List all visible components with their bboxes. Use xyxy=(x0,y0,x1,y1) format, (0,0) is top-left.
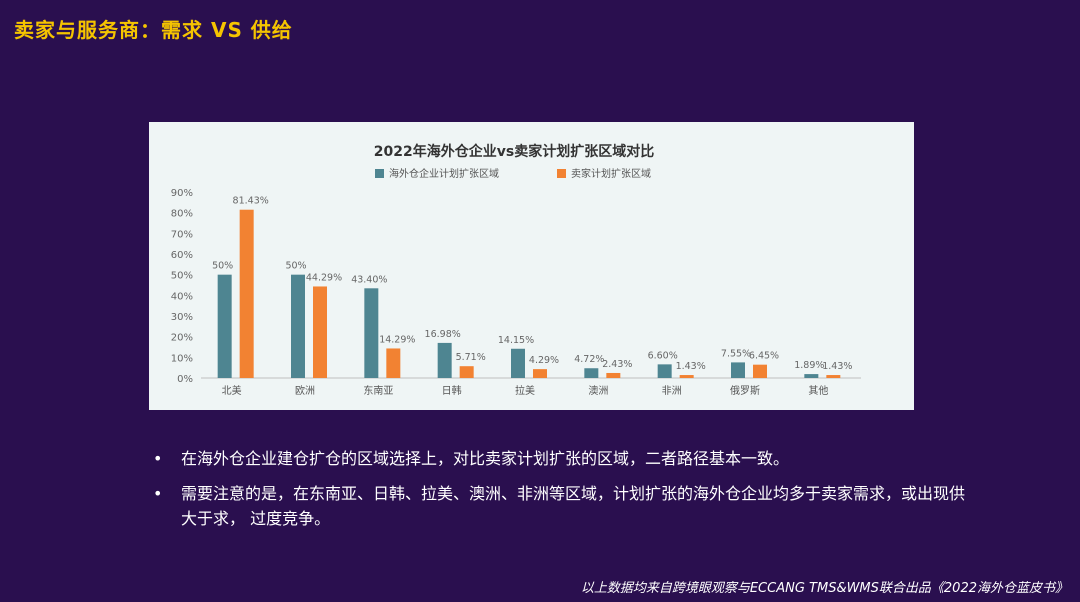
y-tick-label: 70% xyxy=(171,229,193,240)
legend-label: 卖家计划扩张区域 xyxy=(571,167,651,180)
data-label: 14.29% xyxy=(379,334,415,345)
data-label: 2.43% xyxy=(602,359,632,370)
y-tick-label: 60% xyxy=(171,250,193,261)
bar xyxy=(313,286,327,378)
legend-swatch xyxy=(375,169,384,178)
bar-chart: 2022年海外仓企业vs卖家计划扩张区域对比 海外仓企业计划扩张区域 卖家计划扩张… xyxy=(171,143,861,397)
chart-legend: 海外仓企业计划扩张区域 卖家计划扩张区域 xyxy=(375,167,651,180)
data-label: 14.15% xyxy=(498,335,534,346)
chart-title: 2022年海外仓企业vs卖家计划扩张区域对比 xyxy=(374,143,654,160)
legend-label: 海外仓企业计划扩张区域 xyxy=(389,167,499,180)
bar xyxy=(731,362,745,378)
y-tick-label: 50% xyxy=(171,271,193,282)
x-tick-label: 北美 xyxy=(222,384,242,397)
y-tick-label: 90% xyxy=(171,188,193,199)
data-label: 6.45% xyxy=(749,351,779,362)
bar xyxy=(511,348,525,378)
x-axis: 北美 欧洲 东南亚 日韩 拉美 澳洲 非洲 俄罗斯 其他 xyxy=(222,384,829,397)
bar xyxy=(584,368,599,378)
x-tick-label: 拉美 xyxy=(515,384,535,397)
bar xyxy=(239,209,254,378)
bar xyxy=(753,364,767,378)
data-label: 1.43% xyxy=(676,361,706,372)
data-label: 50% xyxy=(212,261,233,272)
bar xyxy=(291,274,305,378)
y-tick-label: 0% xyxy=(177,374,193,385)
bullet-item: • 需要注意的是，在东南亚、日韩、拉美、澳洲、非洲等区域，计划扩张的海外仓企业均… xyxy=(153,481,973,531)
x-tick-label: 其他 xyxy=(808,384,828,397)
data-label: 4.72% xyxy=(574,354,604,365)
y-tick-label: 40% xyxy=(171,291,193,302)
bar xyxy=(386,348,401,378)
bullet-marker: • xyxy=(153,449,163,468)
data-label: 44.29% xyxy=(306,272,342,283)
bar xyxy=(437,342,452,378)
bar xyxy=(364,288,379,378)
x-tick-label: 日韩 xyxy=(442,384,462,397)
chart-panel: 2022年海外仓企业vs卖家计划扩张区域对比 海外仓企业计划扩张区域 卖家计划扩张… xyxy=(149,122,914,410)
x-tick-label: 非洲 xyxy=(662,385,682,397)
slide-title: 卖家与服务商：需求 VS 供给 xyxy=(14,18,293,42)
bars: 50%81.43%50%44.29% 43.40%14.29%16.98%5.71… xyxy=(212,196,852,378)
y-tick-label: 10% xyxy=(171,353,193,364)
data-label: 50% xyxy=(285,261,306,272)
y-tick-label: 30% xyxy=(171,312,193,323)
data-label: 16.98% xyxy=(425,329,461,340)
bullet-item: • 在海外仓企业建仓扩仓的区域选择上，对比卖家计划扩张的区域，二者路径基本一致。 xyxy=(153,446,973,471)
x-tick-label: 东南亚 xyxy=(363,384,393,397)
bullet-list: • 在海外仓企业建仓扩仓的区域选择上，对比卖家计划扩张的区域，二者路径基本一致。… xyxy=(153,446,973,541)
bar xyxy=(459,366,474,378)
data-label: 43.40% xyxy=(351,274,387,285)
x-tick-label: 俄罗斯 xyxy=(730,384,760,397)
data-label: 4.29% xyxy=(529,355,559,366)
x-tick-label: 澳洲 xyxy=(588,384,608,397)
y-tick-label: 20% xyxy=(171,333,193,344)
bullet-marker: • xyxy=(153,484,163,503)
data-label: 7.55% xyxy=(721,348,751,359)
bar xyxy=(606,372,621,378)
data-label: 6.60% xyxy=(648,350,678,361)
source-footnote: 以上数据均来自跨境眼观察与ECCANG TMS&WMS联合出品《2022海外仓蓝… xyxy=(580,581,1068,596)
bar xyxy=(217,274,232,378)
data-label: 5.71% xyxy=(456,352,486,363)
data-label: 81.43% xyxy=(233,196,269,207)
data-label: 1.89% xyxy=(794,360,824,371)
legend-swatch xyxy=(557,169,566,178)
bar xyxy=(804,374,819,378)
bar xyxy=(533,369,547,378)
x-tick-label: 欧洲 xyxy=(295,385,315,397)
bar xyxy=(657,364,672,378)
data-label: 1.43% xyxy=(822,361,852,372)
y-axis: 0% 10% 20% 30% 40% 50% 60% 70% 80% 90% xyxy=(171,188,193,385)
bar xyxy=(679,375,694,378)
y-tick-label: 80% xyxy=(171,209,193,220)
bullet-text: 需要注意的是，在东南亚、日韩、拉美、澳洲、非洲等区域，计划扩张的海外仓企业均多于… xyxy=(181,484,966,528)
bullet-text: 在海外仓企业建仓扩仓的区域选择上，对比卖家计划扩张的区域，二者路径基本一致。 xyxy=(181,449,790,468)
bar xyxy=(826,375,841,378)
